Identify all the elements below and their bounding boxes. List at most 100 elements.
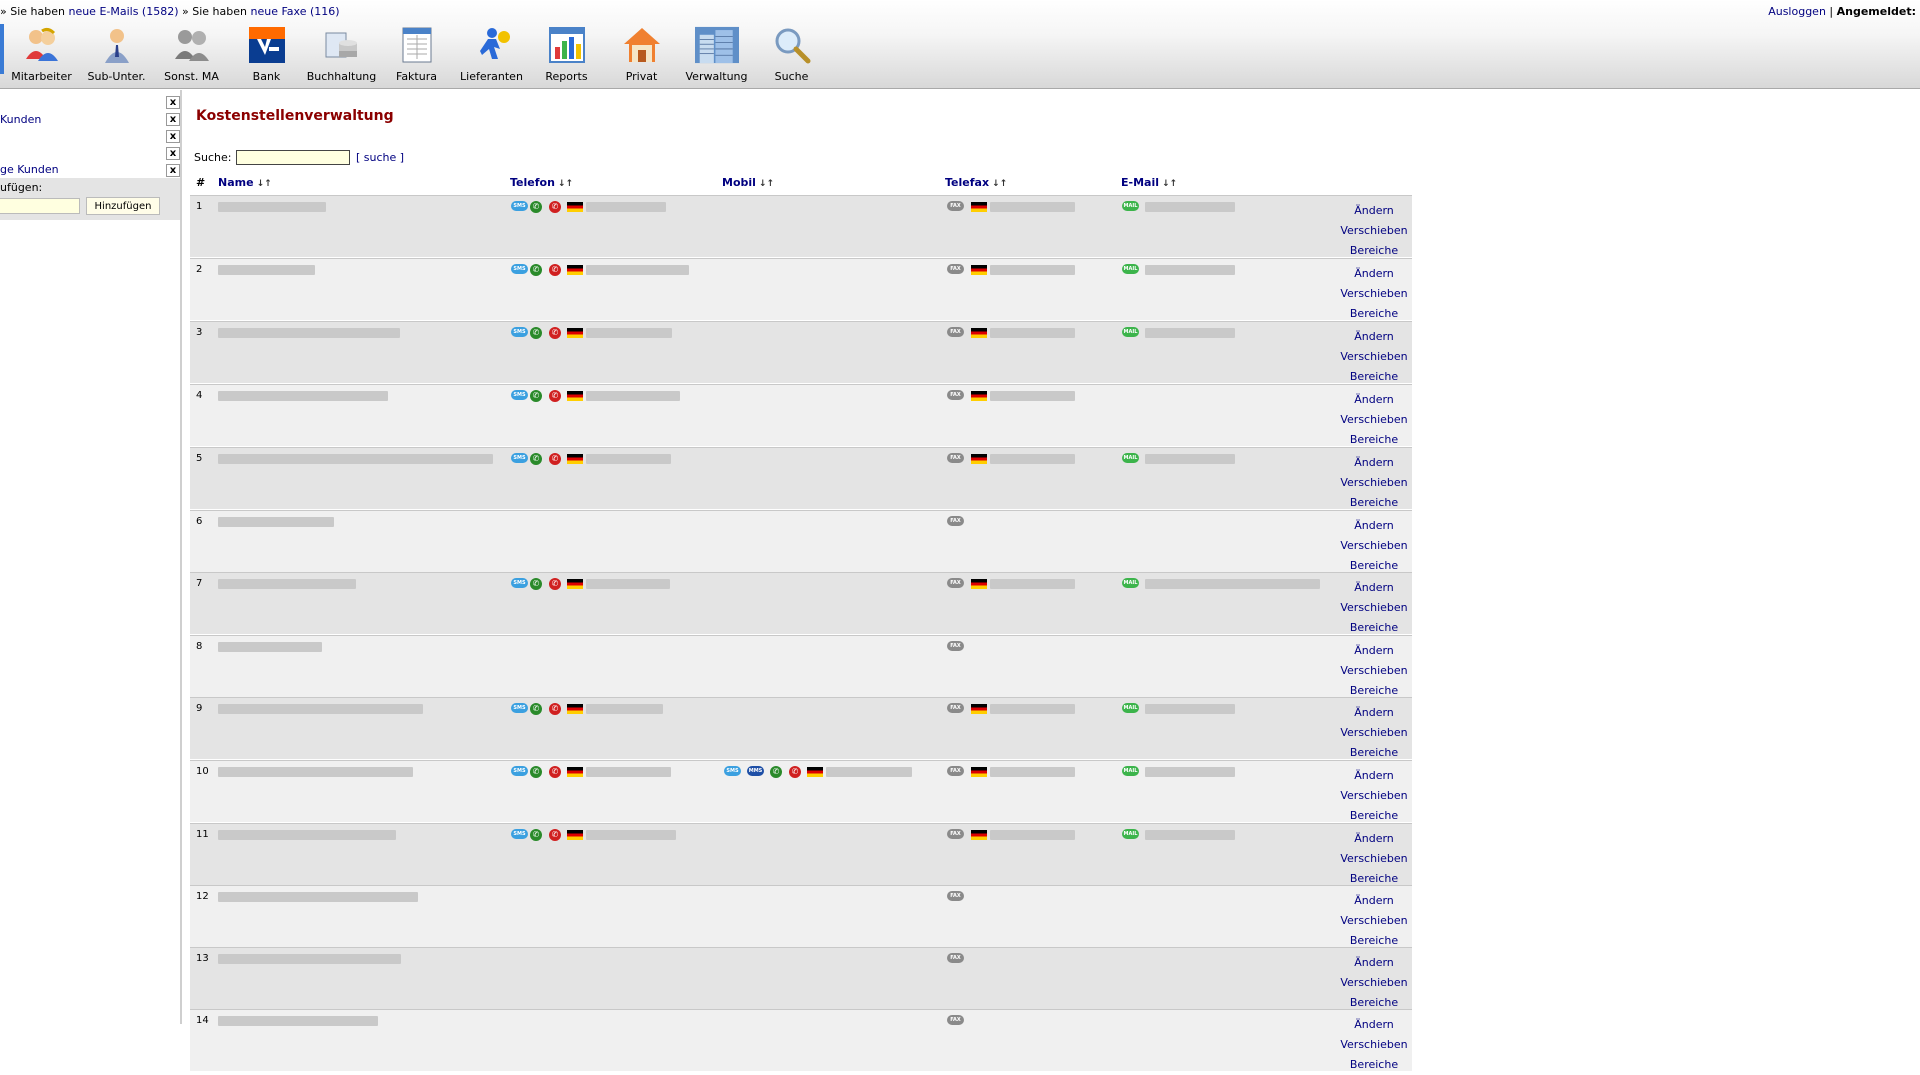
- sort-icon[interactable]: ↓↑: [557, 179, 574, 189]
- action-areas[interactable]: Bereiche: [1349, 872, 1399, 885]
- hangup-icon[interactable]: ✆: [549, 264, 561, 276]
- action-move[interactable]: Verschieben: [1340, 413, 1408, 426]
- fax-icon[interactable]: FAX: [947, 264, 964, 274]
- action-move[interactable]: Verschieben: [1340, 224, 1408, 237]
- sms-icon[interactable]: SMS: [511, 327, 528, 337]
- action-edit[interactable]: Ändern: [1354, 894, 1394, 907]
- new-faxes-link[interactable]: neue Faxe (116): [250, 5, 340, 18]
- fax-icon[interactable]: FAX: [947, 453, 964, 463]
- action-areas[interactable]: Bereiche: [1349, 433, 1399, 446]
- logout-link[interactable]: Ausloggen: [1768, 5, 1826, 18]
- call-icon[interactable]: ✆: [530, 766, 542, 778]
- action-move[interactable]: Verschieben: [1340, 976, 1408, 989]
- sort-icon[interactable]: ↓↑: [256, 179, 272, 189]
- action-edit[interactable]: Ändern: [1354, 581, 1394, 594]
- mail-icon[interactable]: MAIL: [1122, 264, 1139, 274]
- mail-icon[interactable]: MAIL: [1122, 829, 1139, 839]
- search-input[interactable]: [236, 150, 350, 165]
- action-edit[interactable]: Ändern: [1354, 1018, 1394, 1031]
- sort-icon[interactable]: ↓↑: [992, 179, 1008, 189]
- tool-reports[interactable]: Reports: [529, 22, 604, 83]
- call-icon[interactable]: ✆: [530, 264, 542, 276]
- fax-icon[interactable]: FAX: [947, 390, 964, 400]
- mail-icon[interactable]: MAIL: [1122, 766, 1139, 776]
- action-edit[interactable]: Ändern: [1354, 956, 1394, 969]
- mail-icon[interactable]: MAIL: [1122, 327, 1139, 337]
- mail-icon[interactable]: MAIL: [1122, 703, 1139, 713]
- fax-icon[interactable]: FAX: [947, 201, 964, 211]
- action-move[interactable]: Verschieben: [1340, 852, 1408, 865]
- call-icon[interactable]: ✆: [530, 201, 542, 213]
- fax-icon[interactable]: FAX: [947, 703, 964, 713]
- call-icon[interactable]: ✆: [530, 578, 542, 590]
- action-edit[interactable]: Ändern: [1354, 393, 1394, 406]
- tool-buchhaltung[interactable]: Buchhaltung: [304, 22, 379, 83]
- action-move[interactable]: Verschieben: [1340, 664, 1408, 677]
- action-edit[interactable]: Ändern: [1354, 644, 1394, 657]
- call-icon[interactable]: ✆: [770, 766, 782, 778]
- fax-icon[interactable]: FAX: [947, 578, 964, 588]
- hangup-icon[interactable]: ✆: [549, 390, 561, 402]
- sms-icon[interactable]: SMS: [511, 703, 528, 713]
- fax-icon[interactable]: FAX: [947, 1015, 964, 1025]
- add-button[interactable]: Hinzufügen: [86, 197, 160, 215]
- action-areas[interactable]: Bereiche: [1349, 746, 1399, 759]
- action-areas[interactable]: Bereiche: [1349, 934, 1399, 947]
- tool-privat[interactable]: Privat: [604, 22, 679, 83]
- sms-icon[interactable]: SMS: [511, 578, 528, 588]
- mail-icon[interactable]: MAIL: [1122, 453, 1139, 463]
- tool-lieferanten[interactable]: Lieferanten: [454, 22, 529, 83]
- action-areas[interactable]: Bereiche: [1349, 809, 1399, 822]
- search-link[interactable]: [ suche ]: [356, 151, 405, 164]
- column-header-telefon[interactable]: Telefon ↓↑: [510, 176, 573, 194]
- fax-icon[interactable]: FAX: [947, 891, 964, 901]
- tool-verwaltung[interactable]: Verwaltung: [679, 22, 754, 83]
- column-header-email[interactable]: E-Mail ↓↑: [1121, 176, 1177, 194]
- action-areas[interactable]: Bereiche: [1349, 1058, 1399, 1071]
- action-areas[interactable]: Bereiche: [1349, 370, 1399, 383]
- action-move[interactable]: Verschieben: [1340, 1038, 1408, 1051]
- tool-suche[interactable]: Suche: [754, 22, 829, 83]
- sms-icon[interactable]: SMS: [511, 264, 528, 274]
- sidebar-link-kunden-2[interactable]: ge Kunden: [0, 163, 59, 176]
- action-edit[interactable]: Ändern: [1354, 769, 1394, 782]
- sidebar-add-input[interactable]: [0, 198, 80, 214]
- call-icon[interactable]: ✆: [530, 453, 542, 465]
- sms-icon[interactable]: SMS: [511, 766, 528, 776]
- action-move[interactable]: Verschieben: [1340, 601, 1408, 614]
- action-edit[interactable]: Ändern: [1354, 832, 1394, 845]
- close-icon[interactable]: x: [166, 147, 180, 160]
- call-icon[interactable]: ✆: [530, 390, 542, 402]
- action-edit[interactable]: Ändern: [1354, 706, 1394, 719]
- hangup-icon[interactable]: ✆: [549, 766, 561, 778]
- sms-icon[interactable]: SMS: [511, 201, 528, 211]
- hangup-icon[interactable]: ✆: [789, 766, 801, 778]
- tool-sonst-ma[interactable]: Sonst. MA: [154, 22, 229, 83]
- fax-icon[interactable]: FAX: [947, 641, 964, 651]
- sms-icon[interactable]: SMS: [511, 390, 528, 400]
- call-icon[interactable]: ✆: [530, 327, 542, 339]
- fax-icon[interactable]: FAX: [947, 953, 964, 963]
- new-emails-link[interactable]: neue E-Mails (1582): [68, 5, 179, 18]
- tool-sub-unter[interactable]: Sub-Unter.: [79, 22, 154, 83]
- close-icon[interactable]: x: [166, 96, 180, 109]
- action-edit[interactable]: Ändern: [1354, 519, 1394, 532]
- mms-icon[interactable]: MMS: [747, 766, 764, 776]
- sms-icon[interactable]: SMS: [511, 829, 528, 839]
- column-header-mobil[interactable]: Mobil ↓↑: [722, 176, 774, 194]
- hangup-icon[interactable]: ✆: [549, 703, 561, 715]
- sort-icon[interactable]: ↓↑: [758, 179, 775, 189]
- action-edit[interactable]: Ändern: [1354, 204, 1394, 217]
- tool-mitarbeiter[interactable]: Mitarbeiter: [4, 22, 79, 83]
- hangup-icon[interactable]: ✆: [549, 578, 561, 590]
- call-icon[interactable]: ✆: [530, 829, 542, 841]
- call-icon[interactable]: ✆: [530, 703, 542, 715]
- tool-faktura[interactable]: Faktura: [379, 22, 454, 83]
- tool-bank[interactable]: Bank: [229, 22, 304, 83]
- fax-icon[interactable]: FAX: [947, 516, 964, 526]
- action-move[interactable]: Verschieben: [1340, 350, 1408, 363]
- action-move[interactable]: Verschieben: [1340, 539, 1408, 552]
- close-icon[interactable]: x: [166, 164, 180, 177]
- action-areas[interactable]: Bereiche: [1349, 496, 1399, 509]
- action-areas[interactable]: Bereiche: [1349, 307, 1399, 320]
